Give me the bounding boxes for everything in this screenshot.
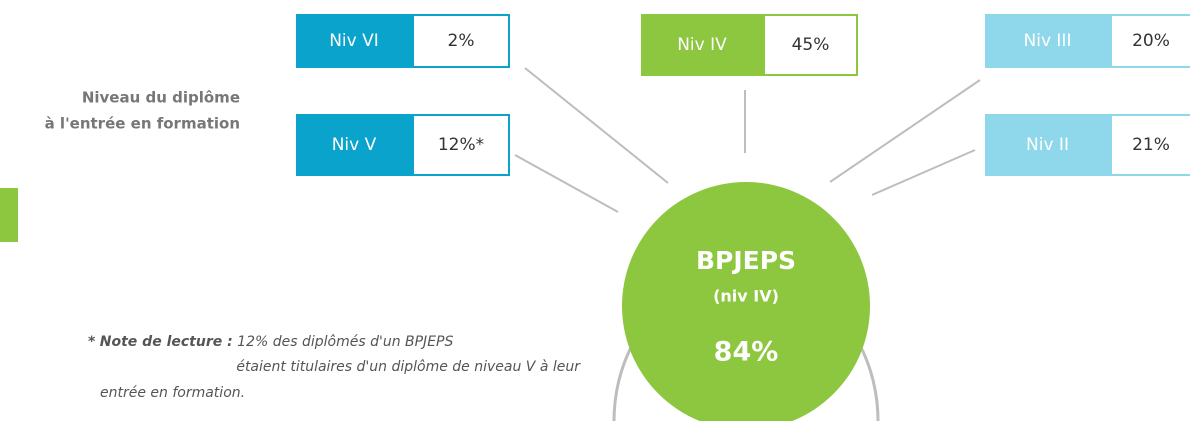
level-label: Niv III: [1024, 31, 1072, 51]
level-value: 21%: [1132, 135, 1170, 155]
level-label-box: [296, 114, 412, 176]
level-value-box: [1110, 114, 1190, 176]
center-level: (niv IV): [713, 287, 779, 306]
level-label-box: [985, 14, 1110, 68]
level-label: Niv V: [332, 135, 377, 155]
level-label: Niv II: [1026, 135, 1069, 155]
level-label-box: [296, 14, 412, 68]
level-value-box: [412, 14, 510, 68]
center-name: BPJEPS: [696, 246, 796, 275]
level-value-box: [763, 14, 858, 76]
level-label: Niv VI: [329, 31, 379, 51]
note-line: étaient titulaires d'un diplôme de nivea…: [236, 359, 581, 375]
level-value: 12%*: [438, 135, 484, 155]
caption: à l'entrée en formation: [45, 115, 240, 133]
note-line: * Note de lecture : 12% des diplômés d'u…: [88, 334, 453, 350]
note-mark: *: [88, 334, 96, 350]
level-label-box: [641, 14, 763, 76]
note-lead: Note de lecture :: [100, 334, 233, 350]
level-value: 20%: [1132, 31, 1170, 51]
level-label-box: [985, 114, 1110, 176]
note-line: entrée en formation.: [100, 385, 245, 401]
level-label: Niv IV: [677, 35, 727, 55]
level-value-box: [412, 114, 510, 176]
level-value: 45%: [792, 35, 830, 55]
level-value-box: [1110, 14, 1190, 68]
note-text: 12% des diplômés d'un BPJEPS: [237, 334, 453, 350]
side-tab: [0, 188, 18, 242]
caption: Niveau du diplôme: [82, 89, 240, 107]
level-value: 2%: [448, 31, 475, 51]
center-value: 84%: [714, 337, 779, 368]
center-circle: [622, 182, 870, 421]
